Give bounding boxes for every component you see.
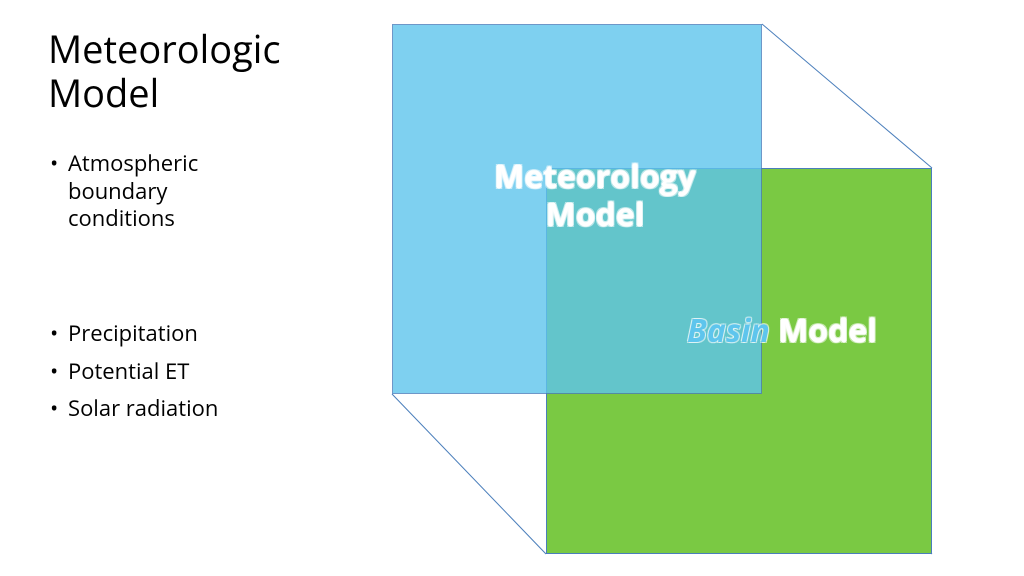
basin-label-word2: Model: [770, 309, 877, 352]
meteorology-label: Meteorology Model: [470, 158, 720, 235]
basin-label-word1: Basin: [687, 309, 770, 352]
basin-label: Basin Model: [632, 312, 932, 350]
slide-canvas: Meteorologic Model Atmospheric boundary …: [0, 0, 1024, 576]
